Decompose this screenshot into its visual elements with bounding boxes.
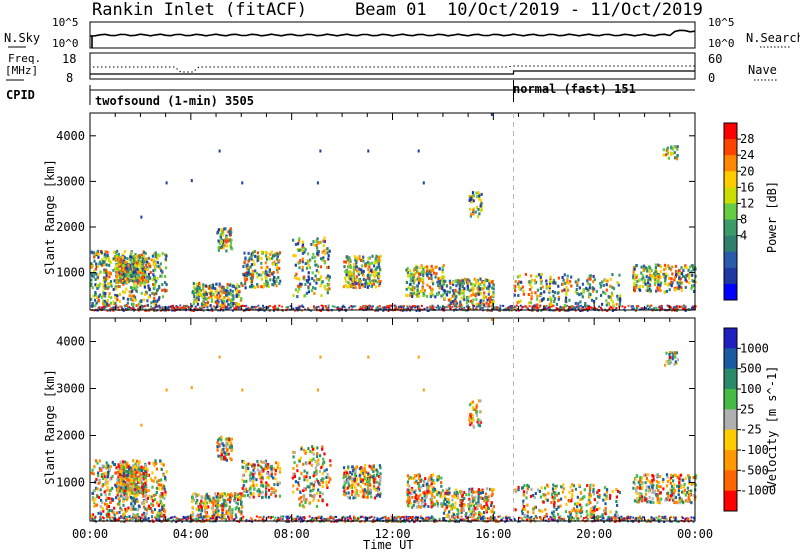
nave-label: Nave [748, 63, 777, 77]
freq-label-line1: Freq. [8, 52, 42, 65]
power-cbar-swatch [724, 283, 737, 301]
date-range: 10/Oct/2019 - 11/Oct/2019 [447, 0, 703, 20]
power-ytick-label: 2000 [56, 220, 85, 234]
freq-trace [89, 65, 695, 73]
power-cbar-tick-label: 28 [740, 132, 754, 146]
freq-label-line2: [MHz] [5, 64, 39, 77]
beam-label: Beam 01 [355, 0, 427, 20]
velocity-cbar-swatch [724, 490, 737, 512]
velocity-ytick-label: 4000 [56, 334, 85, 348]
nsky-tick-bottom: 10^0 [52, 37, 79, 50]
power-ytick-label: 1000 [56, 266, 85, 280]
power-cbar-tick-label: 4 [740, 229, 747, 243]
power-cbar-tick-label: 12 [740, 196, 754, 210]
velocity-cbar-swatch [724, 328, 737, 349]
power-cbar-swatch [724, 171, 737, 188]
velocity-ytick-label: 2000 [56, 428, 85, 442]
nsearch-tick-top: 10^5 [708, 16, 735, 29]
velocity-cbar-tick-label: -100 [740, 443, 769, 457]
power-cbar-tick-label: 20 [740, 164, 754, 178]
velocity-cbar-tick-label: 100 [740, 382, 762, 396]
xaxis-tick-label: 00:00 [72, 527, 108, 541]
xaxis-tick-label: 04:00 [173, 527, 209, 541]
cpid-label: CPID [6, 88, 35, 102]
power-cbar-tick-label: 16 [740, 180, 754, 194]
power-cbar-swatch [724, 235, 737, 253]
cpid-mode-2: normal (fast) 151 [513, 82, 636, 96]
power-cbar-frame [723, 122, 738, 301]
power-cbar-swatch [724, 267, 737, 285]
xaxis-tick-label: 08:00 [274, 527, 310, 541]
velocity-panel-frame [89, 317, 696, 522]
power-cbar-swatch [724, 203, 737, 221]
velocity-cbar-swatch [724, 348, 737, 370]
nsky-label: N.Sky [4, 31, 41, 45]
velocity-ytick-label: 3000 [56, 381, 85, 395]
power-cbar-swatch [724, 251, 737, 269]
power-ytick-label: 4000 [56, 129, 85, 143]
velocity-cbar-swatch [724, 368, 737, 390]
nave-trace [90, 70, 695, 75]
xaxis-tick-label: 00:00 [677, 527, 713, 541]
nsky-tick-top: 10^5 [52, 16, 79, 29]
velocity-scatter [90, 318, 698, 523]
xaxis-tick-label: 20:00 [576, 527, 612, 541]
xaxis-tick-label: 12:00 [374, 527, 410, 541]
power-cbar-swatch [724, 155, 737, 172]
nsky-trace [89, 29, 696, 37]
power-cbar-swatch [724, 187, 737, 204]
power-cbar-swatch [724, 139, 737, 156]
velocity-cbar-tick-label: 500 [740, 362, 762, 376]
velocity-cbar-swatch [724, 470, 737, 492]
freq-panel-frame [89, 52, 696, 80]
velocity-cbar-tick-label: -25 [740, 423, 762, 437]
xaxis-tick-label: 16:00 [475, 527, 511, 541]
velocity-cbar-tick-label: -500 [740, 463, 769, 477]
velocity-cbar-frame [723, 327, 738, 512]
power-cbar-swatch [724, 123, 737, 140]
nsearch-tick-bottom: 10^0 [708, 37, 735, 50]
velocity-ytick-label: 1000 [56, 475, 85, 489]
velocity-cbar-swatch [724, 389, 737, 410]
power-ytick-label: 3000 [56, 174, 85, 188]
power-cbar-swatch [724, 219, 737, 237]
velocity-cbar-swatch [724, 429, 737, 451]
station-title: Rankin Inlet (fitACF) [92, 0, 307, 20]
velocity-cbar-tick-label: 1000 [740, 341, 769, 355]
velocity-cbar-swatch [724, 409, 737, 431]
nave-tick-top: 60 [708, 52, 723, 66]
power-cbar-tick-label: 8 [740, 213, 747, 227]
velocity-cbar-swatch [724, 450, 737, 471]
power-cbar-tick-label: 24 [740, 148, 754, 162]
cpid-mode-1: twofsound (1-min) 3505 [95, 94, 254, 108]
nsky-panel-frame [89, 21, 696, 49]
freq-tick-top: 18 [62, 52, 77, 66]
xaxis-label: Time UT [363, 538, 414, 552]
nave-tick-bottom: 0 [708, 71, 716, 85]
power-scatter [90, 113, 697, 312]
velocity-cbar-tick-label: 25 [740, 402, 754, 416]
velocity-cbar-tick-label: -1000 [740, 484, 776, 498]
nsearch-label: N.Search [746, 31, 800, 45]
freq-tick-bottom: 8 [66, 71, 74, 85]
